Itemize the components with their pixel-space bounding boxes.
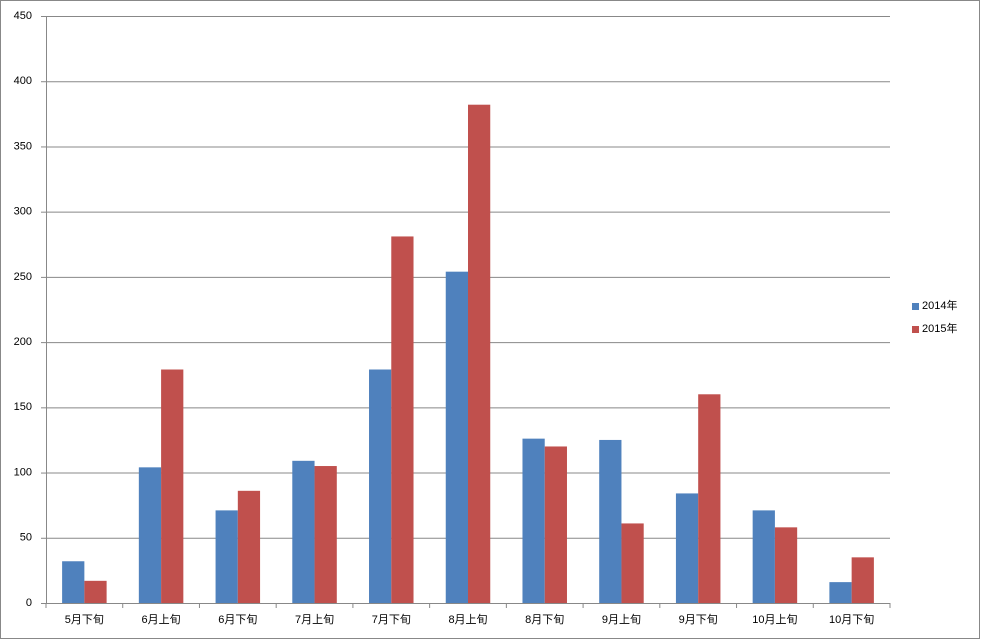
- x-tick-label: 7月上旬: [295, 613, 334, 626]
- bar: [391, 236, 414, 603]
- y-tick-label: 450: [14, 10, 32, 22]
- y-tick-label: 100: [14, 466, 32, 478]
- x-tick-label: 7月下旬: [372, 613, 411, 626]
- y-tick-label: 250: [14, 271, 32, 283]
- x-tick-label: 10月下旬: [829, 613, 874, 626]
- bar: [314, 466, 337, 603]
- bar: [161, 369, 184, 603]
- x-tick-label: 5月下旬: [65, 613, 104, 626]
- x-tick-label: 8月下旬: [525, 613, 564, 626]
- y-tick-label: 200: [14, 336, 32, 348]
- y-tick-label: 350: [14, 140, 32, 152]
- bar: [369, 369, 392, 603]
- x-tick-label: 9月上旬: [602, 613, 641, 626]
- y-tick-label: 400: [14, 75, 32, 87]
- bar: [774, 527, 798, 603]
- legend-label: 2015年: [922, 321, 957, 335]
- bar: [522, 438, 545, 603]
- bar: [698, 394, 721, 603]
- bar: [599, 439, 622, 603]
- bar: [752, 510, 775, 603]
- bar: [237, 490, 261, 603]
- bar: [829, 582, 852, 603]
- x-tick-label: 9月下旬: [679, 613, 718, 626]
- bar: [62, 561, 85, 603]
- y-tick-label: 0: [26, 597, 32, 609]
- legend-swatch: [912, 303, 919, 310]
- bar: [292, 460, 315, 603]
- legend-label: 2014年: [922, 298, 957, 312]
- x-tick-label: 8月上旬: [448, 613, 487, 626]
- bar: [138, 467, 162, 603]
- bar: [468, 104, 491, 604]
- y-tick-label: 50: [20, 532, 32, 544]
- bar: [851, 557, 874, 603]
- y-tick-label: 300: [14, 206, 32, 218]
- x-tick-label: 10月上旬: [752, 613, 797, 626]
- bar: [215, 510, 238, 603]
- x-tick-label: 6月下旬: [218, 613, 257, 626]
- bar: [544, 446, 567, 603]
- bar: [621, 523, 644, 603]
- bar: [445, 271, 468, 603]
- legend-swatch: [912, 326, 919, 333]
- bar: [675, 493, 699, 603]
- bar: [84, 580, 107, 603]
- y-tick-label: 150: [14, 401, 32, 413]
- x-tick-label: 6月上旬: [142, 613, 181, 626]
